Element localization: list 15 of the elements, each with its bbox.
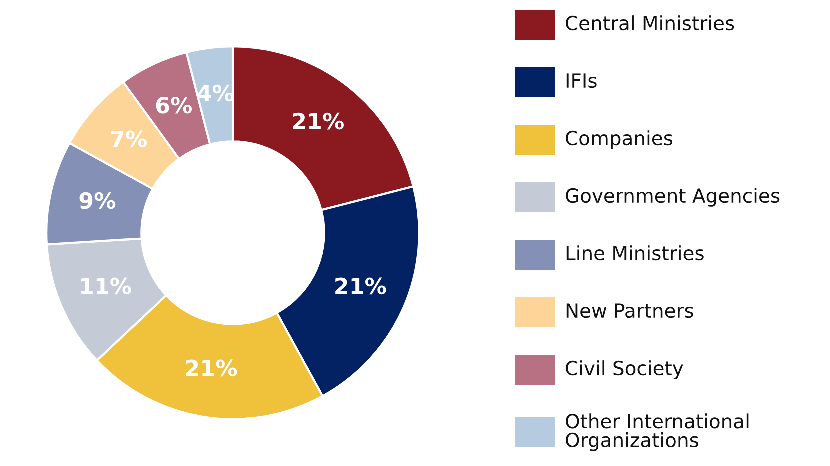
data-label: 11% xyxy=(81,278,132,295)
legend-label: Civil Society xyxy=(566,360,684,380)
legend-label: Other International Organizations xyxy=(566,414,749,452)
data-label: 21% xyxy=(293,112,344,130)
legend-label: IFIs xyxy=(566,74,597,88)
data-label: 9% xyxy=(80,192,116,210)
data-label: 21% xyxy=(186,360,238,377)
data-label: 7% xyxy=(111,130,147,148)
legend-label: Central Ministries xyxy=(566,16,734,31)
legend-label: Companies xyxy=(566,130,673,150)
legend-label: Line Ministries xyxy=(566,246,704,261)
data-label: 6% xyxy=(156,96,192,114)
legend-label: New Partners xyxy=(566,304,694,318)
data-label: 21% xyxy=(336,278,386,295)
legend-label: Government Agencies xyxy=(566,188,780,207)
